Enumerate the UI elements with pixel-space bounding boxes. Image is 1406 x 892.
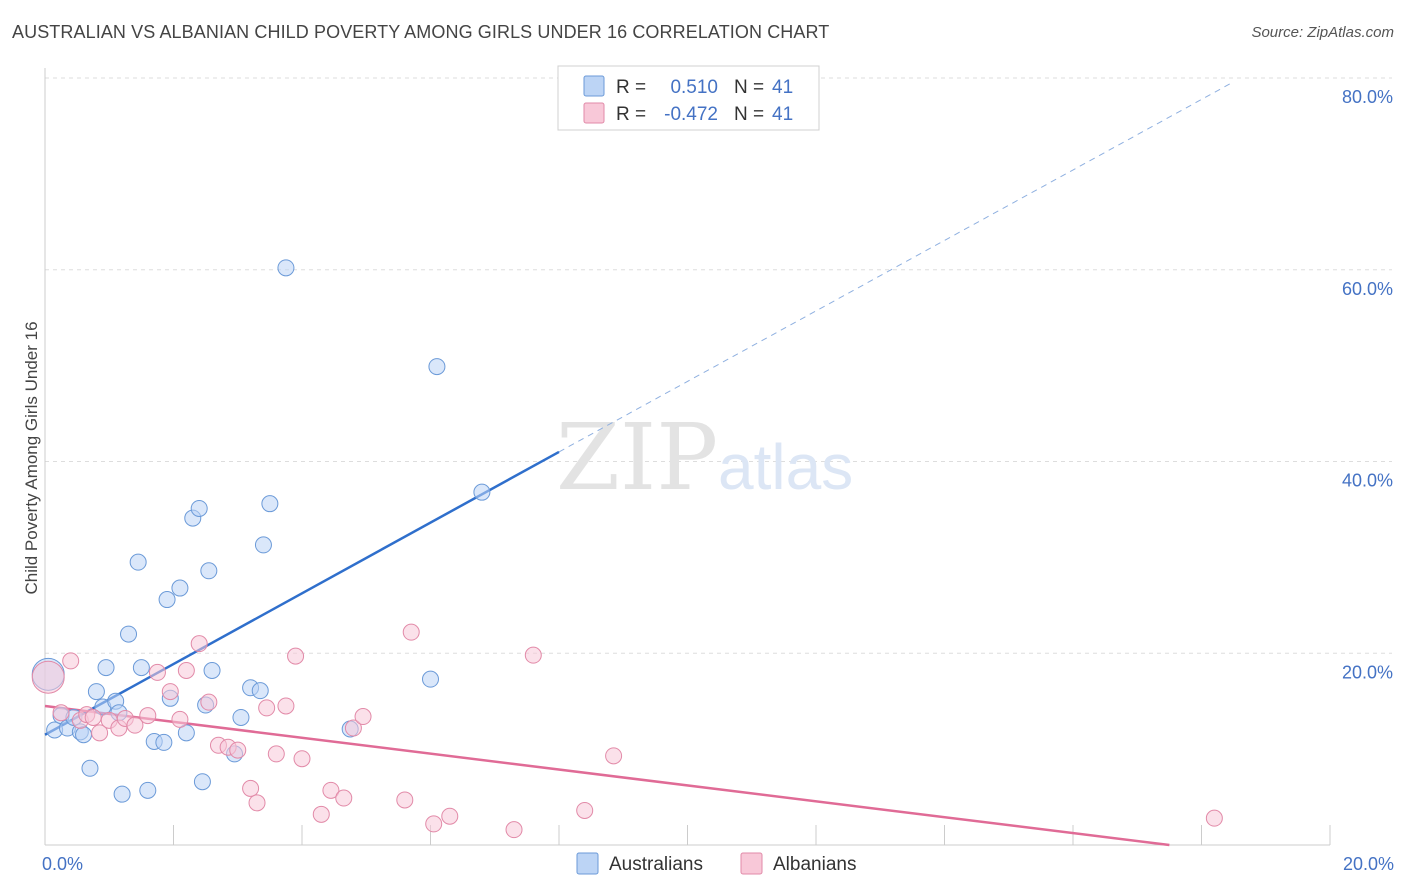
australians-point-25: [190, 499, 208, 517]
albanians-point-40: [605, 747, 623, 765]
albanians-point-6: [91, 724, 109, 742]
australians-point-16: [132, 659, 150, 677]
watermark-atlas: atlas: [718, 431, 853, 503]
albanians-point-34: [402, 623, 420, 641]
bottom-legend: Australians Albanians: [576, 852, 856, 875]
australians-point-17: [139, 781, 157, 799]
australians-point-22: [171, 579, 189, 597]
x-tick-labels: 0.0% 20.0%: [42, 854, 1394, 874]
legend-r-value-2: -0.472: [664, 104, 718, 125]
source-label: Source: ZipAtlas.com: [1251, 24, 1394, 41]
y-tick-label-3: 80.0%: [1342, 87, 1393, 107]
legend-n-value-2: 41: [772, 104, 793, 125]
australians-point-35: [261, 495, 279, 513]
albanians-point-32: [354, 708, 372, 726]
y-tick-labels: 20.0% 40.0% 60.0% 80.0%: [1342, 87, 1393, 682]
albanians-point-38: [524, 646, 542, 664]
australians-point-6: [75, 726, 93, 744]
y-tick-label-0: 20.0%: [1342, 662, 1393, 682]
albanians-point-15: [177, 662, 195, 680]
albanians-point-33: [396, 791, 414, 809]
albanians-point-39: [576, 801, 594, 819]
albanians-point-14: [171, 710, 189, 728]
albanians-point-30: [335, 789, 353, 807]
legend-n-value-1: 41: [772, 77, 793, 98]
australians-point-34: [254, 536, 272, 554]
albanians-point-35: [425, 815, 443, 833]
albanians-point-16: [190, 635, 208, 653]
albanians-point-17: [200, 693, 218, 711]
albanians-point-21: [242, 779, 260, 797]
y-axis-label: Child Poverty Among Girls Under 16: [22, 321, 41, 594]
albanians-point-13: [161, 683, 179, 701]
australians-point-39: [428, 358, 446, 376]
legend-r-label-2: R =: [616, 104, 646, 125]
australians-point-20: [158, 591, 176, 609]
australians-point-14: [120, 625, 138, 643]
australians-point-7: [81, 759, 99, 777]
gridlines: [45, 77, 1392, 654]
australians-point-19: [155, 733, 173, 751]
bottom-legend-swatch-australians: [576, 852, 599, 875]
albanians-point-20: [229, 741, 247, 759]
australians-point-15: [129, 553, 147, 571]
australians-point-26: [193, 773, 211, 791]
trend-lines: [44, 81, 1234, 847]
australians-point-28: [200, 562, 218, 580]
watermark: ZIP atlas: [556, 404, 853, 511]
albanians-point-10: [126, 716, 144, 734]
y-tick-label-2: 60.0%: [1342, 279, 1393, 299]
australians-trend-line: [44, 450, 560, 736]
legend-r-label-1: R =: [616, 77, 646, 98]
australians-trend-extension: [558, 81, 1234, 453]
albanians-point-41: [1205, 809, 1223, 827]
albanians-point-23: [258, 699, 276, 717]
albanians-point-2: [62, 652, 80, 670]
legend-n-label-1: N =: [734, 77, 764, 98]
albanians-trend-line: [44, 704, 1170, 847]
bottom-legend-label-australians: Australians: [609, 854, 703, 875]
australians-point-8: [87, 683, 105, 701]
australians-point-31: [232, 708, 250, 726]
legend: R = 0.510 N = 41 R = -0.472 N = 41: [557, 65, 820, 131]
australians-point-40: [473, 483, 491, 501]
albanians-point-22: [248, 794, 266, 812]
albanians-point-11: [139, 707, 157, 725]
albanians-point-26: [287, 647, 305, 665]
albanians-point-27: [293, 750, 311, 768]
albanians-point-12: [148, 663, 166, 681]
australians-point-36: [277, 259, 295, 277]
albanians-point-29: [322, 781, 340, 799]
albanians-point-1: [52, 704, 70, 722]
australians-point-38: [422, 670, 439, 688]
y-tick-label-1: 40.0%: [1342, 471, 1393, 491]
x-tick-label-0: 0.0%: [42, 854, 83, 874]
albanians-point-37: [505, 821, 523, 839]
australians-point-10: [97, 659, 115, 677]
legend-swatch-australians: [583, 75, 605, 97]
legend-swatch-albanians: [583, 102, 605, 124]
albanians-point-28: [312, 805, 330, 823]
legend-r-value-1: 0.510: [670, 77, 718, 98]
albanians-point-31: [344, 719, 362, 737]
albanians-point-5: [84, 708, 102, 726]
x-tick-label-1: 20.0%: [1343, 854, 1394, 874]
australians-point-13: [113, 785, 131, 803]
axes: [44, 68, 1331, 846]
chart-title: AUSTRALIAN VS ALBANIAN CHILD POVERTY AMO…: [12, 22, 830, 42]
albanians-point-0: [31, 660, 65, 694]
watermark-zip: ZIP: [556, 404, 718, 511]
data-points: [31, 259, 1223, 839]
australians-point-33: [251, 682, 269, 700]
albanians-point-36: [441, 807, 459, 825]
albanians-point-25: [277, 697, 295, 715]
albanians-point-24: [267, 745, 285, 763]
australians-point-29: [203, 662, 221, 680]
bottom-legend-label-albanians: Albanians: [773, 854, 856, 875]
legend-n-label-2: N =: [734, 104, 764, 125]
bottom-legend-swatch-albanians: [740, 852, 763, 875]
